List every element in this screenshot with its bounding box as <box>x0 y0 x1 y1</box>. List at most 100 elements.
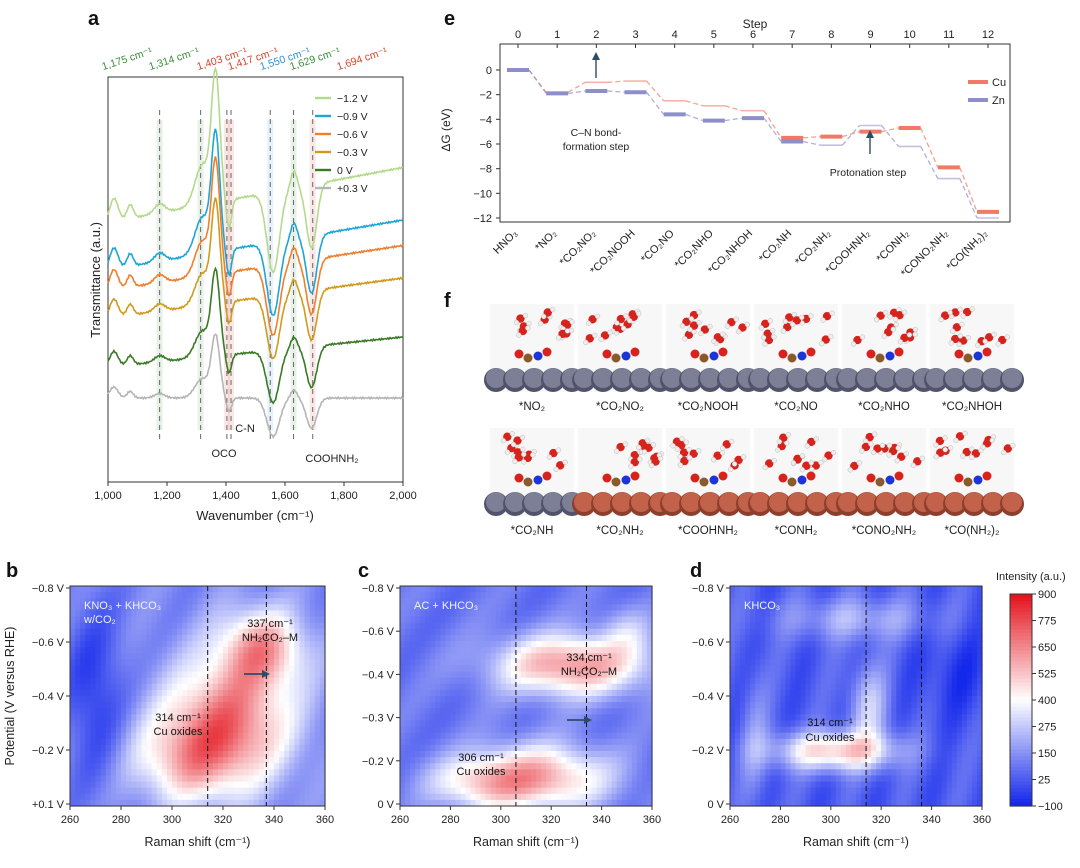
heatmap-cell <box>445 751 451 758</box>
heatmap-cell <box>85 702 91 709</box>
heatmap-cell <box>141 782 147 789</box>
heatmap-cell <box>592 617 598 624</box>
heatmap-cell <box>131 745 137 752</box>
heatmap-cell <box>536 745 542 752</box>
heatmap-cell <box>96 714 102 721</box>
heatmap-cell <box>796 739 802 746</box>
heatmap-cell <box>775 794 781 801</box>
chart-e-y-ticks: 0−2−4−6−8−10−12 <box>473 65 500 225</box>
heatmap-cell <box>796 702 802 709</box>
heatmap-cell <box>471 678 477 685</box>
heatmap-cell <box>602 678 608 685</box>
heatmap-cell <box>755 763 761 770</box>
heatmap-cell <box>254 769 260 776</box>
heatmap-cell <box>801 672 807 679</box>
heatmap-cell <box>116 635 122 642</box>
hydrogen-atom <box>761 335 766 340</box>
heatmap-cell <box>141 788 147 795</box>
step-label: 11 <box>943 29 954 41</box>
heatmap-cell <box>785 775 791 782</box>
heatmap-cell <box>750 788 756 795</box>
heatmap-cell <box>546 782 552 789</box>
heatmap-cell <box>516 665 522 672</box>
heatmap-cell <box>420 684 426 691</box>
heatmap-cell <box>811 684 817 691</box>
heatmap-cell <box>806 629 812 636</box>
heatmap-cell <box>126 739 132 746</box>
heatmap-cell <box>765 684 771 691</box>
heatmap-cell <box>116 629 122 636</box>
heatmap-cell <box>305 629 311 636</box>
legend-label: +0.3 V <box>337 183 368 195</box>
heatmap-cell <box>157 592 163 599</box>
heatmap-cell <box>755 690 761 697</box>
heatmap-cell <box>131 769 137 776</box>
heatmap-cell <box>476 672 482 679</box>
heatmap-cell <box>780 623 786 630</box>
heatmap-cell <box>198 702 204 709</box>
heatmap-cell <box>755 641 761 648</box>
heatmap-cell <box>228 586 234 593</box>
hydrogen-atom <box>891 327 896 332</box>
hydrogen-atom <box>520 435 525 440</box>
heatmap-cell <box>400 745 406 752</box>
heatmap-cell <box>811 672 817 679</box>
heatmap-cell <box>491 690 497 697</box>
heatmap-cell <box>765 665 771 672</box>
heatmap-cell <box>233 794 239 801</box>
hydrogen-atom <box>880 443 885 448</box>
heatmap-cell <box>305 672 311 679</box>
heatmap-cell <box>760 745 766 752</box>
heatmap-label: AC + KHCO₃ <box>414 600 478 612</box>
heatmap-cell <box>536 788 542 795</box>
heatmap-cell <box>96 720 102 727</box>
heatmap-cell <box>516 684 522 691</box>
heatmap-cell <box>279 708 285 715</box>
heatmap-cell <box>223 708 229 715</box>
heatmap-cell <box>400 763 406 770</box>
heatmap-cell <box>790 745 796 752</box>
heatmap-cell <box>602 727 608 734</box>
heatmap-cell <box>576 592 582 599</box>
heatmap-cell <box>460 745 466 752</box>
heatmap-cell <box>213 629 219 636</box>
heatmap-cell <box>440 727 446 734</box>
heatmap-cell <box>496 598 502 605</box>
heatmap-cell <box>182 739 188 746</box>
heatmap-cell <box>796 635 802 642</box>
heatmap-cell <box>147 678 153 685</box>
heatmap-cell <box>785 635 791 642</box>
heatmap-cell <box>182 702 188 709</box>
heatmap-cell <box>486 684 492 691</box>
heatmap-cell <box>506 641 512 648</box>
heatmap-cell <box>294 672 300 679</box>
heatmap-cell <box>233 696 239 703</box>
heatmap-cell <box>192 696 198 703</box>
heatmap-cell <box>172 739 178 746</box>
heatmap-cell <box>101 641 107 648</box>
heatmap-cell <box>516 720 522 727</box>
heatmap-cell <box>775 696 781 703</box>
heatmap-cell <box>70 684 76 691</box>
heatmap-cell <box>796 745 802 752</box>
y-tick-label: −0.6 V <box>362 626 395 638</box>
heatmap-cell <box>526 623 532 630</box>
heatmap-cell <box>556 653 562 660</box>
heatmap-cell <box>531 678 537 685</box>
heatmap-cell <box>440 586 446 593</box>
heatmap-cell <box>75 641 81 648</box>
heatmap-cell <box>770 629 776 636</box>
heatmap-cell <box>279 610 285 617</box>
heatmap-cell <box>637 763 643 770</box>
heatmap-cell <box>811 629 817 636</box>
heatmap-cell <box>141 684 147 691</box>
heatmap-cell <box>420 745 426 752</box>
heatmap-cell <box>136 714 142 721</box>
heatmap-cell <box>745 775 751 782</box>
heatmap-cell <box>750 617 756 624</box>
heatmap-cell <box>254 696 260 703</box>
heatmap-cell <box>70 763 76 770</box>
heatmap-cell <box>430 794 436 801</box>
hydrogen-atom <box>729 439 734 444</box>
heatmap-cell <box>536 720 542 727</box>
